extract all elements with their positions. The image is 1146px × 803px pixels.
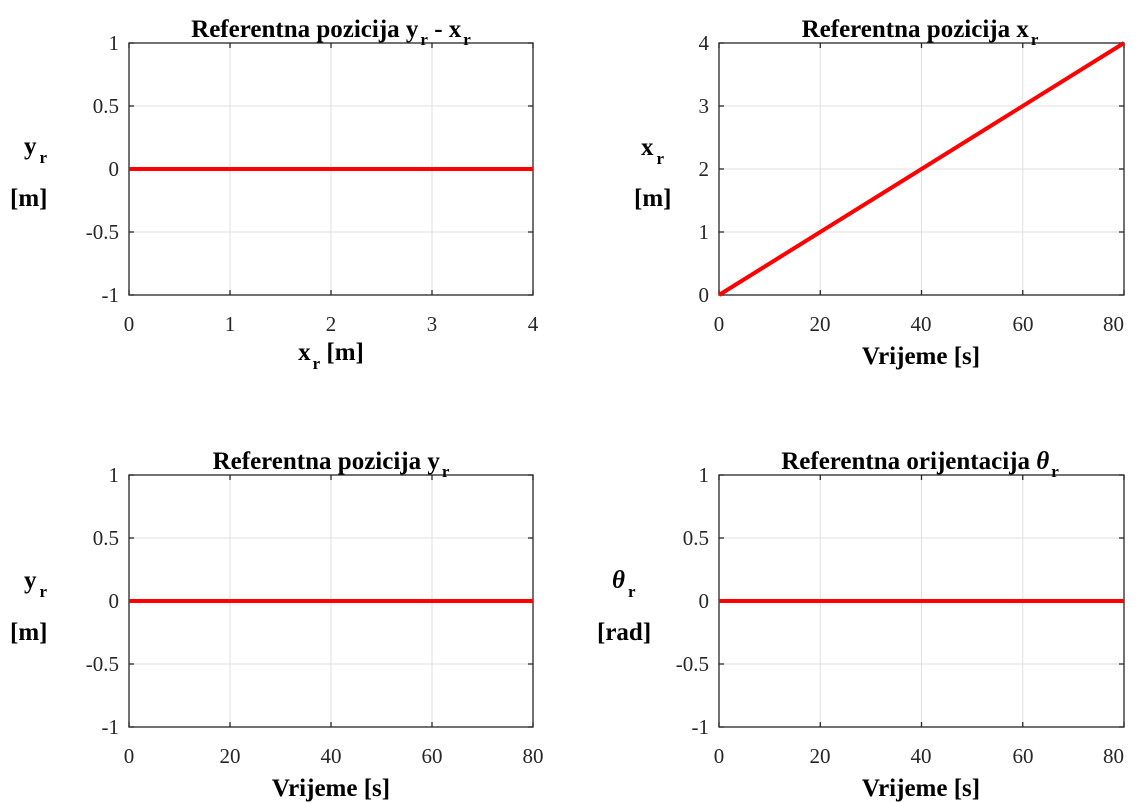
panel-2-ytick-labels: 0 1 2 3 4 (699, 31, 710, 307)
ytick-label: -1 (102, 715, 120, 739)
xtick-label: 20 (220, 744, 241, 768)
xtick-label: 40 (321, 744, 342, 768)
ytick-label: 2 (699, 157, 710, 181)
panel-4-ylabel-unit: [rad] (597, 619, 651, 646)
panel-4: -1 -0.5 0 0.5 1 0 20 40 60 80 Referentna… (597, 448, 1125, 802)
ytick-label: -1 (692, 715, 710, 739)
xtick-label: 0 (124, 312, 135, 336)
xtick-label: 40 (911, 312, 932, 336)
ytick-label: 1 (699, 463, 710, 487)
panel-3-ticks (128, 474, 534, 728)
xtick-label: 3 (427, 312, 438, 336)
ytick-label: 1 (109, 31, 120, 55)
xtick-label: 4 (528, 312, 539, 336)
xtick-label: 20 (810, 744, 831, 768)
xtick-label: 60 (1013, 312, 1034, 336)
panel-1-xtick-labels: 0 1 2 3 4 (124, 312, 539, 336)
xtick-label: 1 (225, 312, 236, 336)
ytick-label: 0 (109, 589, 120, 613)
ytick-label: -0.5 (86, 220, 119, 244)
xtick-label: 0 (124, 744, 135, 768)
panel-4-ytick-labels: -1 -0.5 0 0.5 1 (676, 463, 709, 739)
xtick-label: 0 (714, 744, 725, 768)
ytick-label: 0 (109, 157, 120, 181)
panel-3-ytick-labels: -1 -0.5 0 0.5 1 (86, 463, 119, 739)
xtick-label: 2 (326, 312, 337, 336)
panel-2-xtick-labels: 0 20 40 60 80 (714, 312, 1124, 336)
ytick-label: -0.5 (86, 652, 119, 676)
xtick-label: 80 (1103, 312, 1124, 336)
xtick-label: 80 (523, 744, 544, 768)
xtick-label: 0 (714, 312, 725, 336)
panel-2: 0 1 2 3 4 0 20 40 60 80 Referentna pozic… (634, 16, 1126, 370)
ytick-label: 0.5 (93, 526, 119, 550)
xtick-label: 20 (810, 312, 831, 336)
ytick-label: 0 (699, 589, 710, 613)
series-line (717, 41, 1126, 297)
panel-1-ytick-labels: -1 -0.5 0 0.5 1 (86, 31, 119, 307)
panel-2-ticks (718, 42, 1125, 296)
ytick-label: 1 (109, 463, 120, 487)
panel-2-xlabel: Vrijeme [s] (862, 343, 980, 370)
xtick-label: 40 (911, 744, 932, 768)
panel-3: -1 -0.5 0 0.5 1 0 20 40 60 80 Referentna… (10, 448, 544, 802)
ytick-label: 3 (699, 94, 710, 118)
ytick-label: -0.5 (676, 652, 709, 676)
ytick-label: 0.5 (683, 526, 709, 550)
panel-2-series (717, 41, 1126, 297)
panel-1: -1 -0.5 0 0.5 1 0 1 2 3 4 Referentna poz… (10, 16, 539, 373)
panel-4-xtick-labels: 0 20 40 60 80 (714, 744, 1124, 768)
panel-3-ylabel-unit: [m] (10, 619, 47, 646)
panel-4-ticks (718, 474, 1125, 728)
ytick-label: 4 (699, 31, 710, 55)
xtick-label: 60 (1013, 744, 1034, 768)
panel-3-xlabel: Vrijeme [s] (272, 775, 390, 802)
ytick-label: 0 (699, 283, 710, 307)
panel-3-xtick-labels: 0 20 40 60 80 (124, 744, 544, 768)
xtick-label: 80 (1103, 744, 1124, 768)
panel-4-xlabel: Vrijeme [s] (862, 775, 980, 802)
panel-1-ylabel-unit: [m] (10, 185, 47, 212)
ytick-label: -1 (102, 283, 120, 307)
panel-2-ylabel-unit: [m] (634, 185, 671, 212)
ytick-label: 0.5 (93, 94, 119, 118)
xtick-label: 60 (422, 744, 443, 768)
ytick-label: 1 (699, 220, 710, 244)
